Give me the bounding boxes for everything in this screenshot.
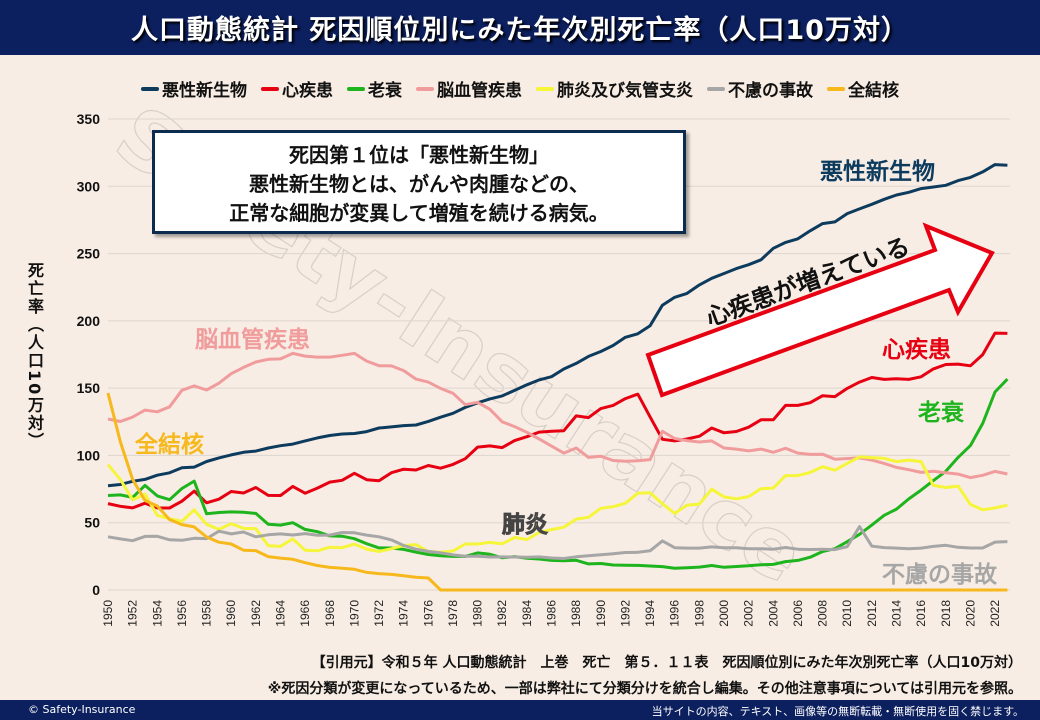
x-tick-label: 1990: [594, 600, 608, 627]
y-axis-label: 死亡率（人口10万対）: [25, 262, 44, 451]
legend-label: 心疾患: [282, 81, 333, 101]
legend-swatch: [707, 86, 725, 91]
legend-label: 老衰: [368, 81, 402, 101]
x-tick-label: 1970: [347, 600, 361, 627]
header-bar: 人口動態統計 死因順位別にみた年次別死亡率（人口10万対）: [0, 0, 1040, 55]
y-tick-label: 100: [77, 447, 101, 463]
legend-label: 脳血管疾患: [437, 81, 522, 101]
legend-item: 全結核: [827, 76, 899, 101]
legend-item: 脳血管疾患: [416, 76, 522, 101]
y-tick-label: 350: [77, 111, 101, 127]
footer-bar: © Safety-Insurance 当サイトの内容、テキスト、画像等の無断転載…: [0, 700, 1040, 720]
legend-item: 心疾患: [261, 76, 333, 101]
x-tick-label: 2002: [742, 600, 756, 627]
copyright: © Safety-Insurance: [28, 703, 136, 716]
series-line: [106, 392, 1008, 592]
legend-swatch: [827, 86, 845, 91]
x-tick-label: 2020: [963, 600, 977, 627]
callout-line: 死因第１位は「悪性新生物」: [289, 143, 549, 167]
legend-item: 老衰: [347, 76, 402, 101]
x-tick-label: 1972: [372, 600, 386, 627]
page-title: 人口動態統計 死因順位別にみた年次別死亡率（人口10万対）: [131, 15, 909, 46]
y-tick-label: 300: [77, 178, 101, 194]
x-tick-label: 2018: [939, 600, 953, 627]
legend-swatch: [536, 86, 554, 91]
legend-label: 全結核: [848, 81, 899, 101]
y-tick-label: 150: [77, 380, 101, 396]
x-tick-label: 1978: [446, 600, 460, 627]
callout-line: 悪性新生物とは、がんや肉腫などの、: [249, 172, 589, 196]
x-tick-label: 1974: [397, 600, 411, 627]
citation-source: 【引用元】令和５年 人口動態統計 上巻 死亡 第５．１１表 死因順位別にみた年次…: [311, 655, 1022, 671]
y-axis-ticks: 0 50 100 150 200 250 300 350: [77, 111, 101, 598]
series-line: [107, 331, 1008, 510]
x-tick-label: 2010: [840, 600, 854, 627]
x-tick-label: 1980: [471, 600, 485, 627]
arrow-shape: [645, 222, 995, 398]
citation-note: ※死因分類が変更になっているため、一部は弊社にて分類分けを統合し編集。その他注意…: [267, 681, 1022, 697]
x-tick-label: 1958: [200, 600, 214, 627]
x-tick-label: 2008: [816, 600, 830, 627]
legend-label: 悪性新生物: [162, 81, 247, 101]
x-tick-label: 1964: [273, 600, 287, 627]
y-tick-label: 50: [84, 515, 100, 531]
x-tick-label: 1988: [569, 600, 583, 627]
legend-swatch: [347, 86, 365, 91]
legend-item: 肺炎及び気管支炎: [536, 76, 693, 101]
x-tick-label: 1984: [520, 600, 534, 627]
x-tick-label: 1956: [175, 600, 189, 627]
chart-legend: 悪性新生物 心疾患 老衰 脳血管疾患 肺炎及び気管支炎 不慮の事故 全結核: [0, 76, 1040, 101]
callout-line: 正常な細胞が変異して増殖を続ける病気。: [229, 201, 609, 225]
legend-item: 悪性新生物: [141, 76, 247, 101]
series-lines: [106, 163, 1009, 592]
series-line: [106, 455, 1008, 554]
series-line: [107, 163, 1008, 488]
callout-box: 死因第１位は「悪性新生物」 悪性新生物とは、がんや肉腫などの、 正常な細胞が変異…: [152, 130, 686, 234]
legend-label: 不慮の事故: [728, 81, 813, 101]
series-label-accident: 不慮の事故: [882, 562, 997, 588]
series-label-senility: 老衰: [918, 400, 964, 426]
trend-arrow: [645, 222, 995, 398]
x-tick-label: 2016: [914, 600, 928, 627]
x-tick-label: 1950: [101, 600, 115, 627]
series-label-heart: 心疾患: [882, 337, 951, 363]
x-axis-ticks: 1950 1952 1954 1956 1958 1960 1962 1964 1966 1968…: [101, 600, 1002, 627]
y-tick-label: 0: [92, 582, 100, 598]
x-tick-label: 1962: [249, 600, 263, 627]
x-tick-label: 1966: [298, 600, 312, 627]
x-tick-label: 1968: [323, 600, 337, 627]
series-line: [107, 378, 1009, 570]
x-tick-label: 1992: [618, 600, 632, 627]
legend-swatch: [141, 86, 159, 91]
x-tick-label: 1954: [150, 600, 164, 627]
x-tick-label: 2022: [988, 600, 1002, 627]
x-tick-label: 1996: [668, 600, 682, 627]
series-label-tuberculosis: 全結核: [135, 432, 204, 458]
x-tick-label: 2004: [766, 600, 780, 627]
series-label-cancer: 悪性新生物: [820, 159, 935, 185]
x-tick-label: 1994: [643, 600, 657, 627]
x-tick-label: 1960: [224, 600, 238, 627]
series-line: [107, 525, 1008, 560]
x-tick-label: 2006: [791, 600, 805, 627]
x-tick-label: 1952: [126, 600, 140, 627]
usage-notice: 当サイトの内容、テキスト、画像等の無断転載・無断使用を固く禁じます。: [651, 705, 1024, 718]
legend-swatch: [416, 86, 434, 91]
x-tick-label: 1976: [421, 600, 435, 627]
y-tick-label: 200: [77, 313, 101, 329]
y-tick-label: 250: [77, 246, 101, 262]
legend-item: 不慮の事故: [707, 76, 813, 101]
series-label-pneumonia: 肺炎: [502, 512, 549, 539]
series-label-cerebrovascular: 脳血管疾患: [195, 327, 310, 353]
x-tick-label: 1986: [545, 600, 559, 627]
legend-swatch: [261, 86, 279, 91]
x-tick-label: 1998: [692, 600, 706, 627]
x-tick-label: 2014: [889, 600, 903, 627]
x-tick-label: 1982: [495, 600, 509, 627]
x-tick-label: 2012: [865, 600, 879, 627]
legend-label: 肺炎及び気管支炎: [557, 81, 693, 101]
x-tick-label: 2000: [717, 600, 731, 627]
